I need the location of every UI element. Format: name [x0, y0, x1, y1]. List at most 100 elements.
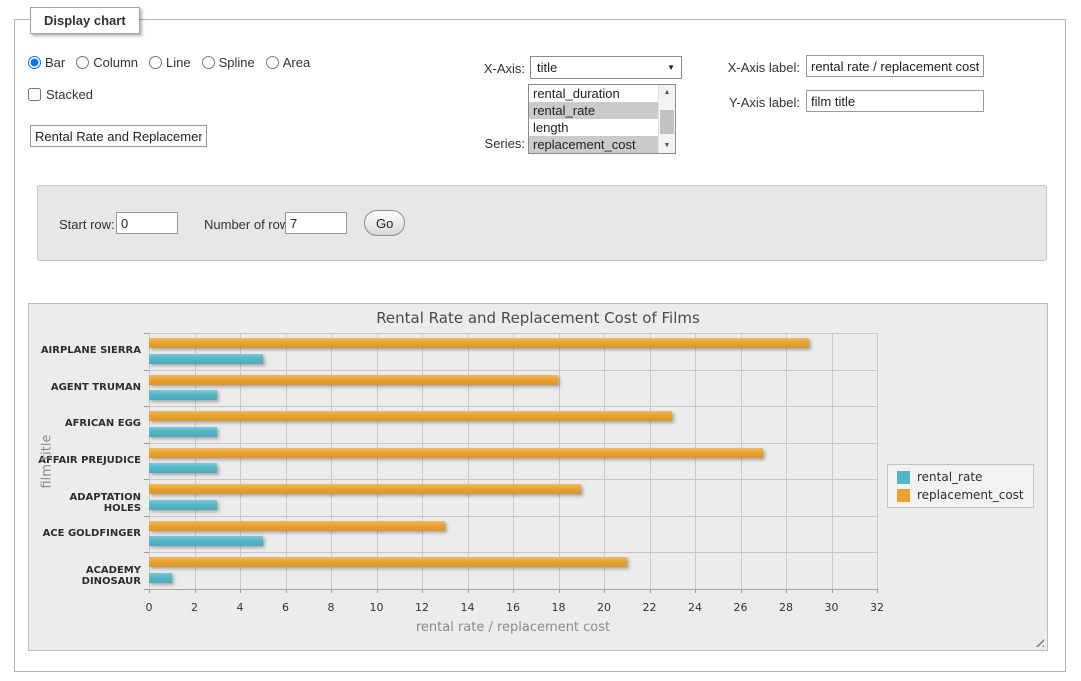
series-option-length[interactable]: length	[529, 119, 658, 136]
x-gridline	[286, 333, 287, 589]
start-row-input[interactable]	[116, 212, 178, 234]
chart-type-radio-spline[interactable]	[202, 56, 215, 69]
chart-type-option-line[interactable]: Line	[149, 55, 191, 70]
x-axis-label-label: X-Axis label:	[700, 60, 800, 75]
scrollbar-thumb[interactable]	[660, 110, 674, 134]
bar-rental_rate	[149, 463, 217, 473]
x-tick-label: 2	[175, 601, 215, 614]
x-tick-mark	[877, 589, 878, 593]
x-gridline	[149, 333, 150, 589]
fieldset-legend: Display chart	[30, 7, 140, 34]
chart-type-radio-bar[interactable]	[28, 56, 41, 69]
x-tick-label: 16	[493, 601, 533, 614]
x-gridline	[877, 333, 878, 589]
listbox-scrollbar[interactable]: ▲ ▼	[658, 85, 675, 153]
category-label: AIRPLANE SIERRA	[33, 345, 141, 356]
y-gridline	[149, 443, 877, 444]
x-gridline	[559, 333, 560, 589]
y-tick-mark	[144, 589, 149, 590]
chart-type-option-label: Line	[166, 55, 191, 70]
x-axis-select-label: X-Axis:	[450, 61, 525, 76]
y-tick-mark	[144, 516, 149, 517]
chart-type-option-label: Area	[283, 55, 310, 70]
x-tick-label: 30	[812, 601, 852, 614]
chart-type-option-area[interactable]: Area	[266, 55, 310, 70]
y-axis-label-input[interactable]	[806, 90, 984, 112]
x-gridline	[331, 333, 332, 589]
x-gridline	[422, 333, 423, 589]
chart-type-option-spline[interactable]: Spline	[202, 55, 255, 70]
series-option-rental_rate[interactable]: rental_rate	[529, 102, 658, 119]
x-tick-label: 14	[448, 601, 488, 614]
x-tick-label: 20	[584, 601, 624, 614]
go-button[interactable]: Go	[364, 210, 405, 236]
start-row-label: Start row:	[59, 217, 115, 232]
series-listbox[interactable]: rental_durationrental_ratelengthreplacem…	[528, 84, 676, 154]
x-tick-label: 26	[721, 601, 761, 614]
chart-type-option-label: Bar	[45, 55, 65, 70]
y-gridline	[149, 370, 877, 371]
bar-replacement_cost	[149, 484, 581, 494]
legend-item-replacement_cost[interactable]: replacement_cost	[897, 488, 1024, 502]
chart-title-input[interactable]	[30, 125, 207, 147]
legend-item-rental_rate[interactable]: rental_rate	[897, 470, 1024, 484]
chart-type-option-column[interactable]: Column	[76, 55, 138, 70]
bar-rental_rate	[149, 500, 217, 510]
chart-type-radio-area[interactable]	[266, 56, 279, 69]
stacked-label: Stacked	[46, 87, 93, 102]
row-controls-panel	[37, 185, 1047, 261]
x-axis-select[interactable]: title ▼	[530, 56, 682, 79]
chart-type-option-bar[interactable]: Bar	[28, 55, 65, 70]
scroll-down-icon[interactable]: ▼	[659, 138, 675, 153]
chart-type-radio-group: Bar Column Line Spline Area	[28, 55, 310, 70]
bar-replacement_cost	[149, 338, 809, 348]
legend-label: replacement_cost	[917, 488, 1024, 502]
scrollbar-track[interactable]	[659, 100, 675, 138]
x-tick-label: 8	[311, 601, 351, 614]
legend-label: rental_rate	[917, 470, 982, 484]
x-tick-label: 10	[357, 601, 397, 614]
y-gridline	[149, 589, 877, 590]
x-gridline	[468, 333, 469, 589]
category-label: AGENT TRUMAN	[33, 382, 141, 393]
x-gridline	[695, 333, 696, 589]
chart-title: Rental Rate and Replacement Cost of Film…	[29, 309, 1047, 327]
chart-type-radio-column[interactable]	[76, 56, 89, 69]
resize-grip-icon[interactable]	[1033, 636, 1044, 647]
x-tick-label: 22	[630, 601, 670, 614]
x-tick-label: 12	[402, 601, 442, 614]
scroll-up-icon[interactable]: ▲	[659, 85, 675, 100]
series-option-rental_duration[interactable]: rental_duration	[529, 85, 658, 102]
chart-type-radio-line[interactable]	[149, 56, 162, 69]
y-axis-label-label: Y-Axis label:	[700, 95, 800, 110]
series-option-replacement_cost[interactable]: replacement_cost	[529, 136, 658, 153]
x-gridline	[377, 333, 378, 589]
x-gridline	[741, 333, 742, 589]
y-tick-mark	[144, 406, 149, 407]
x-gridline	[240, 333, 241, 589]
bar-rental_rate	[149, 427, 217, 437]
x-gridline	[513, 333, 514, 589]
y-tick-mark	[144, 479, 149, 480]
x-tick-label: 0	[129, 601, 169, 614]
stacked-checkbox-row[interactable]: Stacked	[28, 87, 93, 102]
bar-rental_rate	[149, 573, 172, 583]
y-gridline	[149, 479, 877, 480]
x-tick-label: 4	[220, 601, 260, 614]
category-label: ACADEMY DINOSAUR	[33, 565, 141, 587]
x-axis-label-input[interactable]	[806, 55, 984, 77]
y-tick-mark	[144, 333, 149, 334]
bar-rental_rate	[149, 536, 263, 546]
number-of-rows-input[interactable]	[285, 212, 347, 234]
x-axis-selected-value: title	[537, 60, 557, 75]
y-gridline	[149, 516, 877, 517]
chevron-down-icon: ▼	[667, 63, 675, 72]
chart-legend: rental_rate replacement_cost	[887, 464, 1034, 508]
series-list-label: Series:	[450, 136, 525, 151]
category-label: ACE GOLDFINGER	[33, 528, 141, 539]
bar-replacement_cost	[149, 411, 672, 421]
y-tick-mark	[144, 552, 149, 553]
chart-type-option-label: Spline	[219, 55, 255, 70]
stacked-checkbox[interactable]	[28, 88, 41, 101]
x-tick-label: 18	[539, 601, 579, 614]
